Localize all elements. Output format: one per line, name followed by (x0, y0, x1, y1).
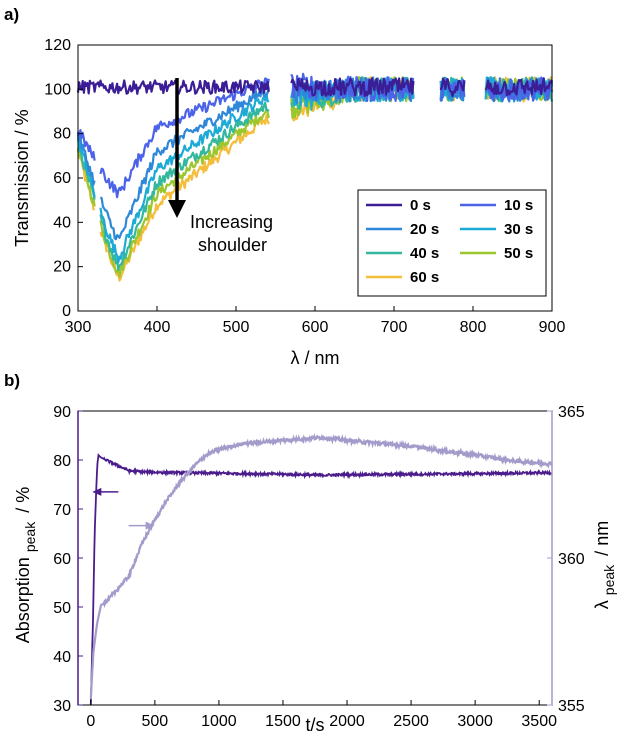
x-axis-label-a: λ / nm (290, 348, 339, 368)
x-tick-label-b: 2000 (329, 713, 365, 730)
arrow-right-head (145, 521, 155, 530)
y-tick-label-a: 20 (53, 259, 71, 276)
y-tick-label-right: 355 (558, 698, 585, 715)
legend-box (357, 189, 547, 297)
y-tick-label-left: 60 (53, 551, 71, 568)
y-tick-label-left: 90 (53, 404, 71, 421)
x-tick-label-a: 600 (302, 319, 329, 336)
y-tick-label-right: 360 (558, 551, 585, 568)
annotation-line2: shoulder (198, 235, 267, 255)
y-right-sub: peak (601, 564, 617, 595)
x-tick-label-a: 700 (381, 319, 408, 336)
x-tick-label-a: 500 (223, 319, 250, 336)
y-tick-label-a: 120 (44, 37, 71, 54)
y-right-main: λ (592, 600, 612, 609)
x-tick-label-b: 3000 (457, 713, 493, 730)
y-axis-label-a: Transmission / % (12, 109, 32, 246)
y-left-unit: / % (13, 487, 33, 513)
legend-label-s40: 40 s (410, 245, 439, 262)
annotation-line1: Increasing (190, 212, 273, 232)
y-tick-label-a: 40 (53, 214, 71, 231)
legend-label-s60: 60 s (410, 269, 439, 286)
transmission-series-group (76, 72, 554, 282)
y-axis-label-right: λ peak / nm (592, 521, 618, 609)
peak-kinetics-chart: 0 500 1000 1500 2000 2500 3000 3500 30 40 50 60 70 80… (13, 404, 618, 735)
x-tick-label-a: 800 (460, 319, 487, 336)
y-tick-label-left: 50 (53, 600, 71, 617)
legend-label-s50: 50 s (504, 245, 533, 262)
x-axis-label-b: t/s (305, 715, 324, 735)
transmission-line-s0 (76, 77, 554, 97)
y-left-sub: peak (22, 521, 38, 552)
y-tick-label-left: 80 (53, 453, 71, 470)
x-tick-label-b: 0 (86, 713, 95, 730)
y-tick-label-a: 100 (44, 81, 71, 98)
legend-label-s10: 10 s (504, 197, 533, 214)
transmission-line-s10 (76, 72, 554, 199)
y-right-unit: / nm (592, 521, 612, 556)
legend-label-s20: 20 s (410, 221, 439, 238)
arrow-left-head (92, 487, 102, 496)
y-tick-label-a: 60 (53, 170, 71, 187)
x-tick-label-b: 1500 (265, 713, 301, 730)
x-tick-label-a: 400 (144, 319, 171, 336)
transmission-chart: 300 400 500 600 700 800 900 0 20 40 60 80 100 120 Inc… (12, 37, 565, 368)
x-tick-label-b: 1000 (201, 713, 237, 730)
y-tick-label-right: 365 (558, 404, 585, 421)
y-tick-label-a: 80 (53, 126, 71, 143)
shoulder-arrowhead (168, 200, 186, 218)
y-tick-label-left: 40 (53, 649, 71, 666)
panel-b-label: b) (4, 371, 20, 390)
x-tick-label-b: 500 (142, 713, 169, 730)
transmission-line-s20 (76, 76, 554, 241)
plot-a-ticks: 300 400 500 600 700 800 900 0 20 40 60 80 100 120 (44, 37, 565, 336)
y-tick-label-a: 0 (62, 303, 71, 320)
kinetics-series-group (89, 433, 554, 706)
x-tick-label-a: 300 (65, 319, 92, 336)
x-tick-label-b: 2500 (393, 713, 429, 730)
panel-a-label: a) (4, 5, 19, 24)
x-tick-label-b: 3500 (521, 713, 557, 730)
lambda-line (89, 433, 554, 700)
plot-b-ticks: 0 500 1000 1500 2000 2500 3000 3500 30 40 50 60 70 80… (53, 404, 585, 730)
y-tick-label-left: 30 (53, 698, 71, 715)
x-tick-label-a: 900 (539, 319, 566, 336)
y-left-main: Absorption (13, 557, 33, 643)
y-axis-label-left: Absorption peak / % (13, 487, 39, 643)
absorption-line (89, 453, 553, 706)
legend-label-s0: 0 s (410, 197, 431, 214)
y-tick-label-left: 70 (53, 502, 71, 519)
legend-label-s30: 30 s (504, 221, 533, 238)
legend: 0 s 10 s 20 s 30 s 40 s 50 s 60 s (357, 189, 547, 297)
